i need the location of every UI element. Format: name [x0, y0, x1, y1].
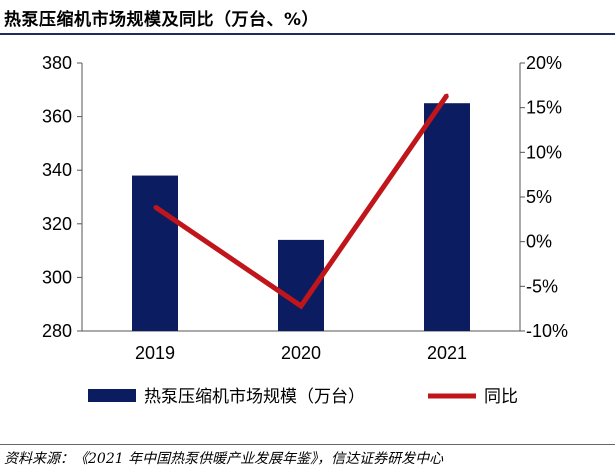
bar-2021 [424, 103, 470, 331]
source-note: 资料来源：《2021 年中国热泵供暖产业发展年鉴》，信达证券研发中心 [4, 451, 444, 467]
plot-area: 380 360 340 320 300 280 20% 15% 10% 5% 0% -5% -10% 20… [42, 53, 568, 407]
x-tick-label: 2019 [135, 343, 175, 363]
bar-2019 [132, 175, 178, 331]
y-right-tick-label: -5% [526, 276, 558, 296]
y-left-tick-label: 300 [42, 267, 72, 287]
y-right-tick-label: 10% [526, 142, 562, 162]
y-left-tick-label: 320 [42, 214, 72, 234]
chart-canvas: 380 360 340 320 300 280 20% 15% 10% 5% 0% -5% -10% 20… [42, 53, 568, 407]
y-right-tick-label: -10% [526, 321, 568, 341]
source-divider [0, 444, 615, 445]
x-tick-label: 2020 [281, 343, 321, 363]
yoy-point-2019 [153, 205, 157, 209]
y-left-tick-label: 360 [42, 107, 72, 127]
x-tick-label: 2021 [427, 343, 467, 363]
yoy-point-2021 [445, 93, 449, 97]
legend-label-line: 同比 [484, 387, 518, 407]
y-left-tick-label: 340 [42, 160, 72, 180]
y-left-tick-label: 280 [42, 321, 72, 341]
y-right-tick-label: 15% [526, 98, 562, 118]
y-right-tick-label: 5% [526, 187, 552, 207]
title-divider [0, 33, 615, 35]
yoy-point-2020 [299, 304, 303, 308]
chart-title: 热泵压缩机市场规模及同比（万台、%） [4, 10, 320, 30]
legend-swatch-bar [88, 389, 136, 402]
legend-label-bar: 热泵压缩机市场规模（万台） [144, 387, 365, 407]
y-left-tick-label: 380 [42, 53, 72, 73]
y-right-tick-label: 0% [526, 232, 552, 252]
y-right-tick-label: 20% [526, 53, 562, 73]
